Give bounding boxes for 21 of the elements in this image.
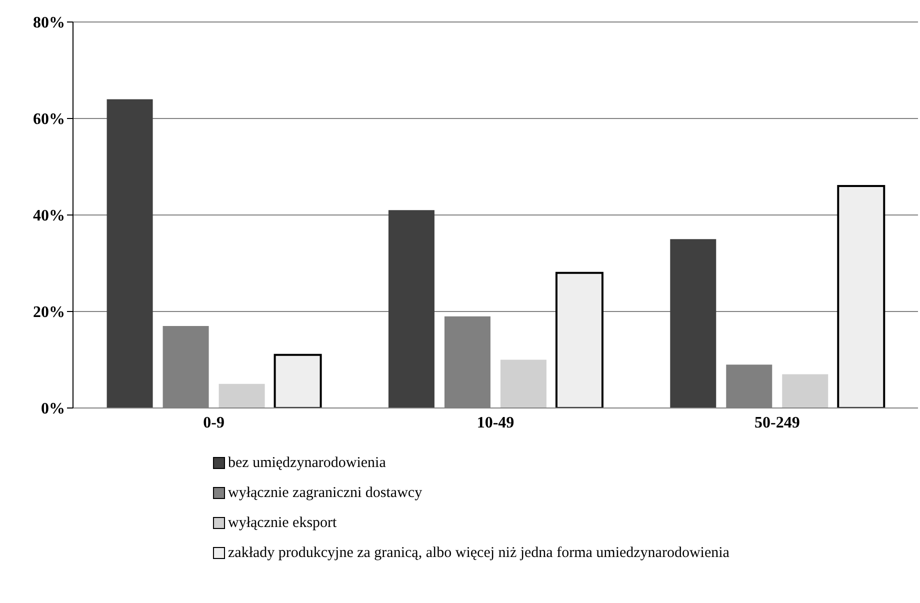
bar [500, 360, 546, 408]
bar [837, 185, 886, 408]
x-tick-label: 10-49 [476, 414, 514, 432]
y-tick-label: 40% [33, 208, 65, 225]
bar [106, 99, 153, 408]
legend-label: wyłącznie eksport [228, 514, 337, 532]
legend-label: wyłącznie zagraniczni dostawcy [228, 484, 422, 502]
bar [218, 384, 265, 408]
bar [274, 354, 322, 408]
bar [782, 374, 828, 408]
legend-label: zakłady produkcyjne za granicą, albo więcej niż jedna forma umiedzynarodowienia [228, 544, 730, 562]
legend-label: bez umiędzynarodowienia [228, 454, 386, 472]
y-tick-label: 80% [33, 14, 65, 32]
y-tick-label: 20% [33, 304, 65, 322]
bar [388, 210, 434, 408]
bar [670, 239, 716, 408]
x-tick-label: 0-9 [203, 414, 224, 432]
y-tick-label: 60% [33, 111, 65, 128]
x-tick-label: 50-249 [754, 414, 800, 432]
y-tick-label: 0% [41, 400, 65, 418]
bar [555, 272, 604, 408]
